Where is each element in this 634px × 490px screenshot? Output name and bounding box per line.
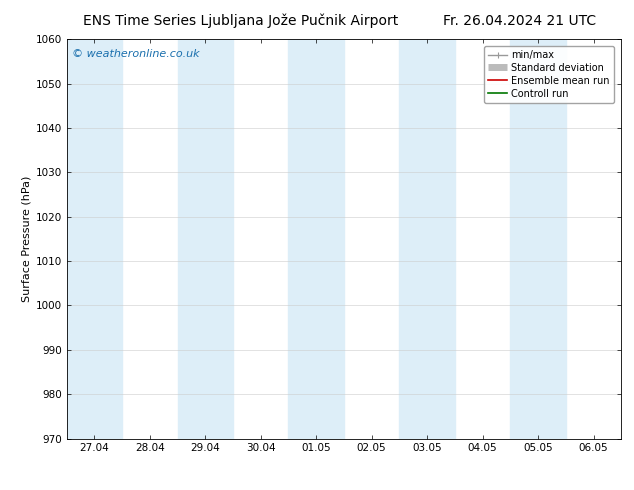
Legend: min/max, Standard deviation, Ensemble mean run, Controll run: min/max, Standard deviation, Ensemble me… — [484, 46, 614, 102]
Text: © weatheronline.co.uk: © weatheronline.co.uk — [72, 49, 200, 59]
Bar — [288, 39, 344, 439]
Bar — [67, 39, 122, 439]
Bar — [510, 39, 566, 439]
Text: ENS Time Series Ljubljana Jože Pučnik Airport: ENS Time Series Ljubljana Jože Pučnik Ai… — [83, 14, 399, 28]
Bar — [178, 39, 233, 439]
Y-axis label: Surface Pressure (hPa): Surface Pressure (hPa) — [22, 176, 31, 302]
Text: Fr. 26.04.2024 21 UTC: Fr. 26.04.2024 21 UTC — [443, 14, 597, 28]
Bar — [399, 39, 455, 439]
